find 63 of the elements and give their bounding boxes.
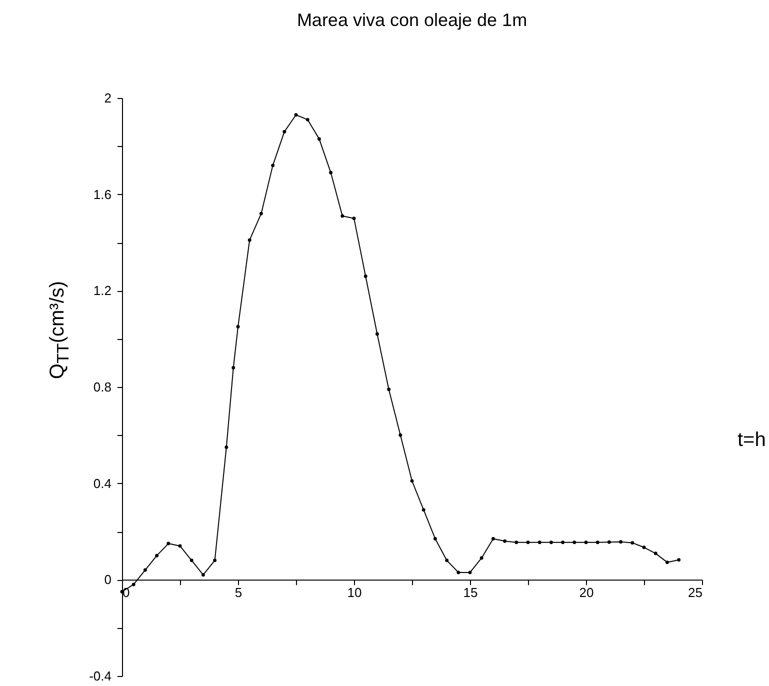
point bbox=[526, 540, 530, 544]
point bbox=[561, 540, 565, 544]
point bbox=[677, 558, 681, 562]
point bbox=[480, 556, 484, 560]
point bbox=[329, 170, 333, 174]
point bbox=[456, 570, 460, 574]
point bbox=[282, 130, 286, 134]
x-tick-label: 5 bbox=[234, 585, 242, 600]
y-tick-label: 1.6 bbox=[93, 186, 112, 202]
x-tick-label: 20 bbox=[579, 585, 594, 600]
x-tick-label: 10 bbox=[347, 585, 362, 600]
point bbox=[410, 479, 414, 483]
point bbox=[433, 536, 437, 540]
point bbox=[375, 332, 379, 336]
point bbox=[398, 433, 402, 437]
point bbox=[352, 216, 356, 220]
point bbox=[572, 540, 576, 544]
x-tick-label: 25 bbox=[688, 585, 702, 600]
point bbox=[491, 536, 495, 540]
y-tick-label: 0 bbox=[104, 572, 112, 588]
point bbox=[224, 445, 228, 449]
point bbox=[259, 212, 263, 216]
point bbox=[630, 541, 634, 545]
point bbox=[514, 540, 518, 544]
point bbox=[596, 540, 600, 544]
point bbox=[538, 540, 542, 544]
point bbox=[306, 118, 310, 122]
point bbox=[445, 558, 449, 562]
point bbox=[654, 552, 658, 556]
point bbox=[178, 544, 182, 548]
point bbox=[213, 558, 217, 562]
point bbox=[549, 540, 553, 544]
y-tick-label: 0.8 bbox=[93, 380, 112, 394]
point bbox=[364, 274, 368, 278]
x-tick-label: 15 bbox=[463, 585, 478, 600]
point bbox=[294, 113, 298, 117]
point bbox=[271, 164, 275, 168]
point bbox=[155, 554, 159, 558]
point bbox=[201, 573, 205, 577]
point bbox=[232, 366, 236, 370]
point bbox=[132, 582, 136, 586]
y-tick-label: 0.4 bbox=[93, 476, 112, 491]
point bbox=[665, 560, 669, 564]
point bbox=[166, 542, 170, 546]
point bbox=[422, 508, 426, 512]
point bbox=[619, 540, 623, 544]
y-tick-label: 1.2 bbox=[93, 283, 112, 298]
point bbox=[642, 546, 646, 550]
point bbox=[143, 568, 147, 572]
point bbox=[190, 558, 194, 562]
point bbox=[248, 238, 252, 242]
y-tick-label: -0.4 bbox=[89, 668, 112, 684]
point bbox=[468, 570, 472, 574]
x-axis-title: t=h bbox=[738, 429, 766, 452]
y-tick-label: 2 bbox=[104, 90, 112, 106]
point bbox=[607, 540, 611, 544]
point bbox=[317, 137, 321, 141]
point bbox=[340, 214, 344, 218]
point bbox=[584, 540, 588, 544]
point bbox=[236, 325, 240, 329]
chart-title: Marea viva con oleaje de 1m bbox=[296, 10, 528, 30]
point bbox=[503, 539, 507, 543]
point bbox=[387, 388, 391, 392]
